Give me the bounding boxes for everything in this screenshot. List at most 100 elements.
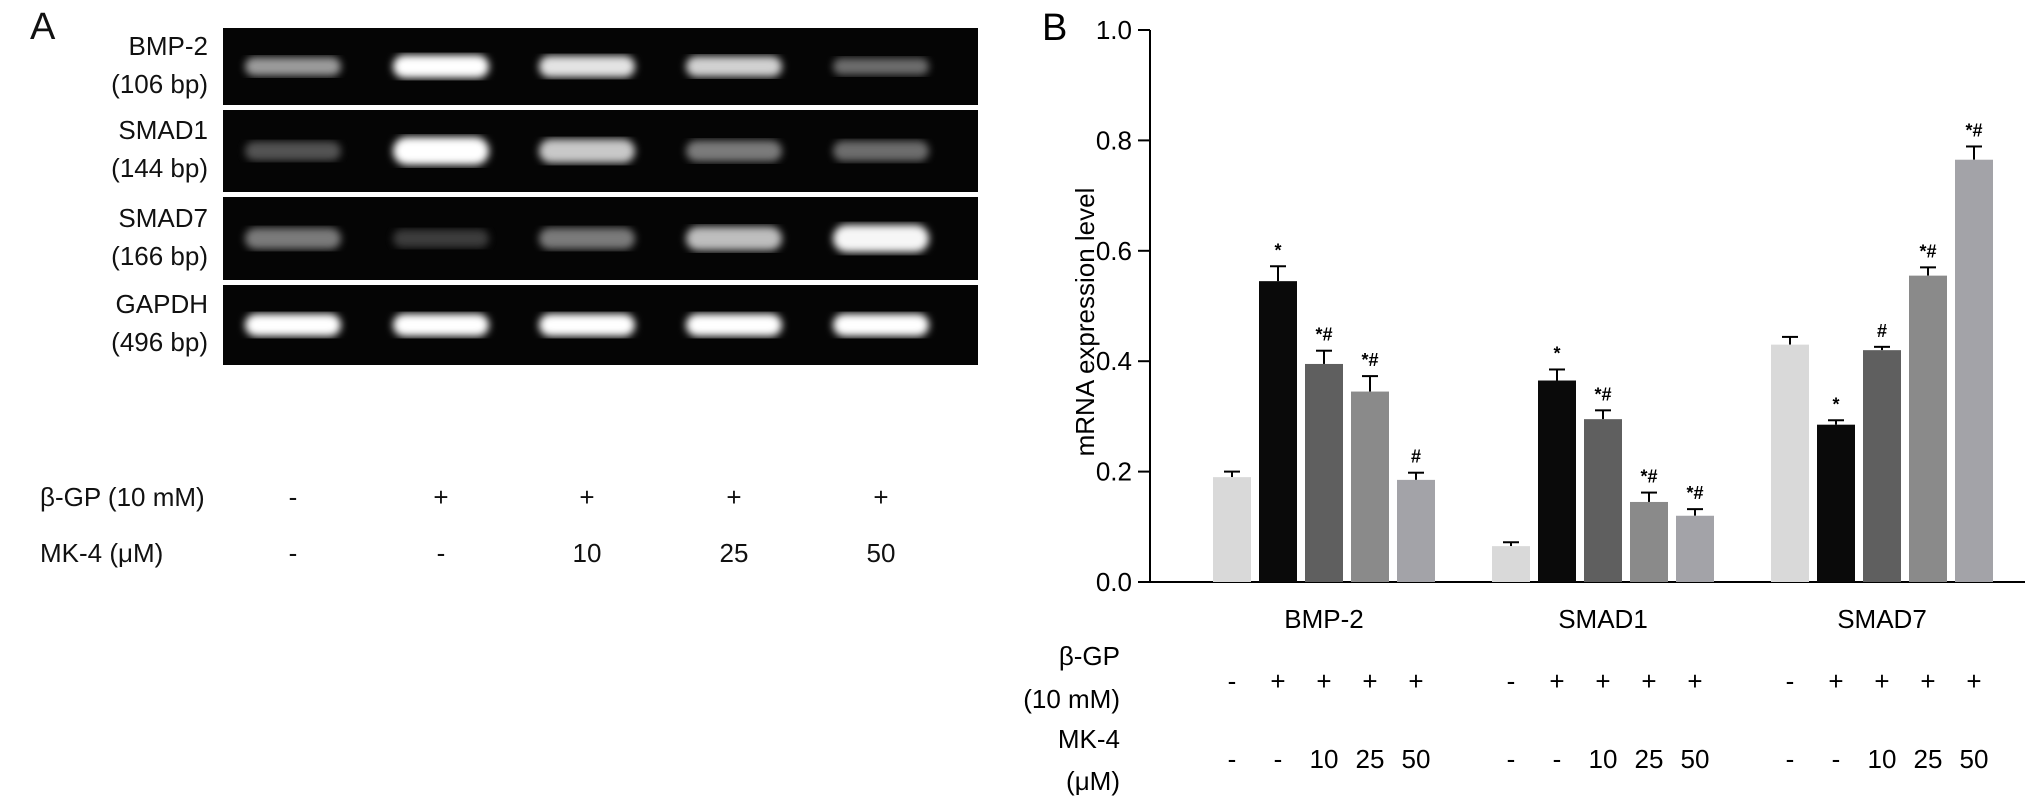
gel-mk4-value: -: [436, 538, 446, 568]
gel-band: [833, 58, 929, 75]
gel-band: [686, 56, 782, 77]
gel-mk4-value: 50: [866, 538, 896, 568]
chart-mk4-value: -: [1274, 744, 1283, 774]
chart-mk4-label-line2: (μM): [1066, 766, 1120, 796]
gel-bgp-value: +: [579, 482, 595, 512]
y-tick-label: 0.4: [1096, 346, 1132, 376]
panel-b-letter: B: [1042, 7, 1067, 49]
chart-bgp-value: +: [1687, 666, 1702, 696]
chart-bgp-value: +: [1316, 666, 1331, 696]
y-tick-label: 1.0: [1096, 15, 1132, 45]
chart-mk4-value: -: [1507, 744, 1516, 774]
significance-mark: *: [1274, 240, 1281, 260]
y-axis-label: mRNA expression level: [1070, 188, 1100, 457]
chart-bgp-label-line2: (10 mM): [1023, 684, 1120, 714]
gel-band: [686, 313, 782, 337]
chart-bgp-value: -: [1786, 666, 1795, 696]
significance-mark: *#: [1965, 120, 1982, 140]
chart-mk4-value: 50: [1960, 744, 1989, 774]
x-category-label: SMAD7: [1837, 604, 1927, 634]
bar: [1492, 546, 1530, 582]
bar-chart: B mRNA expression level 0.0 0.2 0.4 0.6 0.8 1…: [1023, 7, 2025, 796]
x-category-label: SMAD1: [1558, 604, 1648, 634]
gel-band: [686, 140, 782, 162]
bar: [1863, 350, 1901, 582]
gel-strip-smad7: [223, 197, 978, 280]
significance-mark: *: [1832, 394, 1839, 414]
gel-band: [833, 224, 929, 253]
gel-strip-bmp-2: [223, 28, 978, 105]
gel-bgp-value: +: [873, 482, 889, 512]
panel-a-letter: A: [30, 6, 56, 48]
gel-mk4-value: -: [288, 538, 298, 568]
gel-band: [245, 227, 341, 250]
gel-band: [539, 138, 635, 164]
chart-bgp-value: +: [1362, 666, 1377, 696]
chart-bgp-value: +: [1408, 666, 1423, 696]
gel-band: [393, 313, 489, 337]
bgp-row-label: β-GP (10 mM): [40, 482, 205, 512]
chart-treatment-rows: - - + - +10 +25 +50 BMP-2 - - + - +10 +25 +50 SMAD1 - - + -…: [1228, 604, 1989, 774]
gel-band: [393, 137, 489, 165]
y-tick-label: 0.6: [1096, 236, 1132, 266]
gel-bgp-value: +: [433, 482, 449, 512]
gel-band: [393, 54, 489, 79]
chart-bgp-value: +: [1595, 666, 1610, 696]
x-category-label: BMP-2: [1284, 604, 1363, 634]
significance-mark: *#: [1315, 325, 1332, 345]
bar: [1817, 424, 1855, 582]
gel-size-label: (166 bp): [111, 240, 208, 271]
gel-band: [686, 226, 782, 251]
gel-gene-label: SMAD7: [118, 202, 208, 233]
significance-mark: *#: [1686, 483, 1703, 503]
gel-size-label: (106 bp): [111, 68, 208, 99]
gel-band: [245, 313, 341, 337]
gel-band: [833, 140, 929, 162]
gel-band: [245, 57, 341, 76]
bar: [1213, 477, 1251, 582]
significance-mark: *#: [1640, 467, 1657, 487]
bar: [1584, 419, 1622, 582]
bar: [1676, 515, 1714, 582]
chart-bgp-value: +: [1641, 666, 1656, 696]
bar: [1909, 275, 1947, 582]
bar: [1351, 391, 1389, 582]
significance-mark: #: [1411, 447, 1421, 467]
gel-band: [245, 141, 341, 161]
chart-mk4-value: 50: [1402, 744, 1431, 774]
gel-mk4-value: 25: [719, 538, 749, 568]
y-tick-label: 0.0: [1096, 567, 1132, 597]
gel-band: [539, 313, 635, 337]
chart-mk4-value: 25: [1356, 744, 1385, 774]
chart-bgp-value: +: [1920, 666, 1935, 696]
gel-bgp-value: +: [726, 482, 742, 512]
gel-bgp-value: -: [288, 482, 298, 512]
bar: [1538, 380, 1576, 582]
y-tick-label: 0.8: [1096, 125, 1132, 155]
chart-mk4-value: 50: [1681, 744, 1710, 774]
chart-mk4-value: 10: [1868, 744, 1897, 774]
chart-bgp-value: +: [1549, 666, 1564, 696]
chart-mk4-value: -: [1786, 744, 1795, 774]
significance-mark: *#: [1594, 384, 1611, 404]
chart-bgp-label-line1: β-GP: [1059, 641, 1120, 671]
bar: [1397, 479, 1435, 582]
chart-mk4-value: 25: [1914, 744, 1943, 774]
chart-bgp-value: +: [1270, 666, 1285, 696]
significance-mark: #: [1877, 321, 1887, 341]
gel-gene-label: BMP-2: [128, 30, 208, 61]
chart-mk4-value: 25: [1635, 744, 1664, 774]
gel-band: [393, 229, 489, 248]
chart-mk4-label-line1: MK-4: [1058, 724, 1120, 754]
chart-mk4-value: -: [1832, 744, 1841, 774]
chart-bgp-value: -: [1507, 666, 1516, 696]
gel-strip-gapdh: [223, 285, 978, 365]
chart-mk4-value: -: [1553, 744, 1562, 774]
chart-bgp-value: +: [1874, 666, 1889, 696]
gel-strip-smad1: [223, 110, 978, 192]
gel-gene-label: GAPDH: [115, 289, 208, 319]
gel-size-label: (144 bp): [111, 153, 208, 183]
chart-mk4-value: 10: [1589, 744, 1618, 774]
mk4-row-label: MK-4 (μM): [40, 538, 164, 568]
gel-size-label: (496 bp): [111, 327, 208, 357]
